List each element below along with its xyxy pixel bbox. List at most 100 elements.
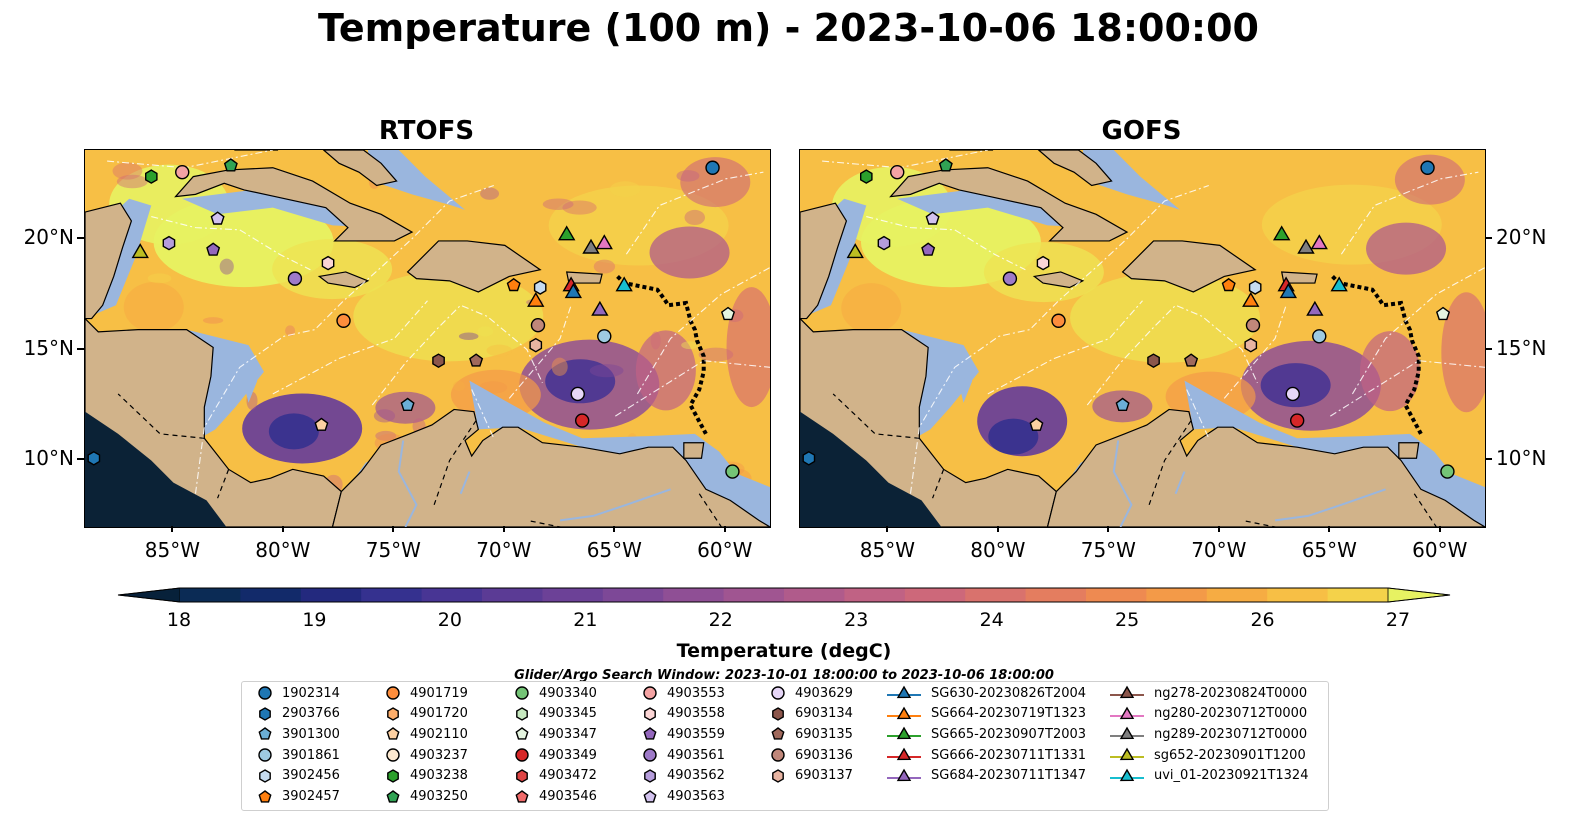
- legend-marker[interactable]: [515, 789, 529, 803]
- obs-marker-3902456[interactable]: [533, 280, 547, 295]
- legend-marker[interactable]: [387, 706, 399, 721]
- legend-marker[interactable]: [515, 686, 529, 700]
- obs-marker-4903347[interactable]: [1435, 306, 1451, 321]
- map-panel-gofs[interactable]: [799, 149, 1486, 528]
- legend-marker[interactable]: [896, 768, 912, 781]
- legend-marker[interactable]: [643, 789, 657, 803]
- obs-marker-ng280-20230712T0000[interactable]: [1310, 234, 1328, 250]
- obs-marker-4903553[interactable]: [175, 164, 190, 180]
- obs-marker-3901300[interactable]: [400, 397, 415, 411]
- legend-marker[interactable]: [643, 727, 657, 740]
- obs-marker-4903558[interactable]: [321, 255, 335, 271]
- obs-marker-4903340[interactable]: [725, 464, 740, 479]
- obs-marker-6903135[interactable]: [469, 353, 484, 367]
- obs-marker-SG684-20230711T1347[interactable]: [591, 300, 609, 316]
- obs-marker-4903238[interactable]: [145, 169, 158, 184]
- legend-marker[interactable]: [772, 706, 784, 721]
- legend-marker[interactable]: [258, 789, 272, 803]
- obs-marker-SG684-20230711T1347[interactable]: [1306, 300, 1324, 316]
- obs-marker-4903349[interactable]: [574, 413, 590, 428]
- obs-marker-4903629[interactable]: [570, 386, 585, 402]
- obs-marker-4903559[interactable]: [921, 242, 936, 256]
- obs-marker-4903559[interactable]: [206, 242, 221, 256]
- legend-marker[interactable]: [1119, 747, 1135, 761]
- obs-marker-2903766[interactable]: [802, 450, 816, 466]
- obs-marker-4903563[interactable]: [210, 211, 225, 225]
- legend-marker[interactable]: [643, 748, 657, 762]
- obs-marker-2903766[interactable]: [87, 450, 101, 466]
- obs-marker-sg652-20230901T1200[interactable]: [846, 243, 864, 259]
- legend-marker[interactable]: [259, 768, 271, 783]
- obs-marker-4903558[interactable]: [1036, 255, 1050, 271]
- obs-marker-4903629[interactable]: [1285, 386, 1300, 402]
- obs-marker-4903347[interactable]: [720, 306, 736, 321]
- legend-marker[interactable]: [386, 748, 400, 762]
- obs-marker-SG665-20230907T2003[interactable]: [1272, 225, 1291, 241]
- legend-marker[interactable]: [387, 768, 399, 783]
- legend-marker[interactable]: [771, 686, 785, 700]
- legend-marker[interactable]: [259, 706, 271, 721]
- obs-marker-4903562[interactable]: [877, 235, 891, 251]
- obs-marker-SG630-20230826T2004[interactable]: [564, 282, 583, 299]
- legend-marker[interactable]: [772, 768, 784, 783]
- obs-marker-SG665-20230907T2003[interactable]: [557, 225, 576, 241]
- obs-marker-3901861[interactable]: [1312, 329, 1327, 344]
- legend-marker[interactable]: [643, 686, 657, 700]
- legend-marker[interactable]: [771, 727, 785, 740]
- obs-marker-3901300[interactable]: [1115, 397, 1130, 411]
- legend-marker[interactable]: [258, 748, 272, 762]
- legend-marker[interactable]: [1119, 726, 1135, 740]
- obs-marker-SG664-20230719T1323[interactable]: [1242, 291, 1260, 307]
- obs-marker-6903134[interactable]: [1147, 353, 1160, 369]
- obs-marker-4901719[interactable]: [336, 313, 351, 328]
- obs-marker-6903137[interactable]: [529, 337, 543, 353]
- map-panel-rtofs[interactable]: [84, 149, 771, 528]
- legend-marker[interactable]: [386, 686, 400, 700]
- obs-marker-6903136[interactable]: [1245, 317, 1261, 333]
- legend-marker[interactable]: [258, 686, 272, 700]
- obs-marker-4903562[interactable]: [162, 235, 176, 251]
- obs-marker-ng289-20230712T0000[interactable]: [582, 238, 600, 254]
- obs-marker-4903563[interactable]: [925, 211, 940, 225]
- obs-marker-uvi_01-20230921T1324[interactable]: [615, 276, 633, 292]
- obs-marker-SG630-20230826T2004[interactable]: [1279, 282, 1298, 299]
- legend-marker[interactable]: [1119, 768, 1135, 781]
- legend-marker[interactable]: [644, 706, 656, 721]
- legend-marker[interactable]: [896, 726, 912, 740]
- obs-marker-4901719[interactable]: [1051, 313, 1066, 328]
- obs-marker-4903553[interactable]: [890, 164, 905, 180]
- obs-marker-3902456[interactable]: [1248, 280, 1262, 295]
- legend-marker[interactable]: [386, 789, 400, 803]
- legend-marker[interactable]: [515, 727, 529, 740]
- obs-marker-3901861[interactable]: [597, 329, 612, 344]
- legend-marker[interactable]: [896, 685, 912, 699]
- obs-marker-4903238[interactable]: [860, 169, 873, 184]
- obs-marker-6903137[interactable]: [1244, 337, 1258, 353]
- obs-marker-4903349[interactable]: [1289, 413, 1305, 428]
- legend-marker[interactable]: [771, 748, 785, 762]
- legend-marker[interactable]: [644, 768, 656, 783]
- obs-marker-4903250[interactable]: [223, 158, 238, 172]
- obs-marker-ng289-20230712T0000[interactable]: [1297, 238, 1315, 254]
- obs-marker-ng280-20230712T0000[interactable]: [595, 234, 613, 250]
- legend-marker[interactable]: [386, 727, 400, 740]
- legend-marker[interactable]: [515, 748, 529, 762]
- obs-marker-4903340[interactable]: [1440, 464, 1455, 479]
- legend-marker[interactable]: [896, 747, 912, 761]
- legend-marker[interactable]: [896, 706, 912, 719]
- legend-marker[interactable]: [516, 768, 528, 783]
- legend-marker[interactable]: [1119, 706, 1135, 719]
- legend-marker[interactable]: [1119, 685, 1135, 699]
- obs-marker-3902457[interactable]: [1221, 277, 1236, 292]
- obs-marker-sg652-20230901T1200[interactable]: [131, 243, 149, 259]
- obs-marker-1902314[interactable]: [1420, 160, 1435, 175]
- obs-marker-uvi_01-20230921T1324[interactable]: [1330, 276, 1348, 292]
- obs-marker-1902314[interactable]: [705, 160, 720, 175]
- obs-marker-6903136[interactable]: [530, 317, 546, 333]
- obs-marker-4903250[interactable]: [938, 158, 953, 172]
- obs-marker-SG664-20230719T1323[interactable]: [527, 291, 545, 307]
- obs-marker-6903135[interactable]: [1184, 353, 1199, 367]
- obs-marker-6903134[interactable]: [432, 353, 445, 369]
- obs-marker-4902110[interactable]: [1029, 417, 1044, 431]
- obs-marker-3902457[interactable]: [506, 277, 521, 292]
